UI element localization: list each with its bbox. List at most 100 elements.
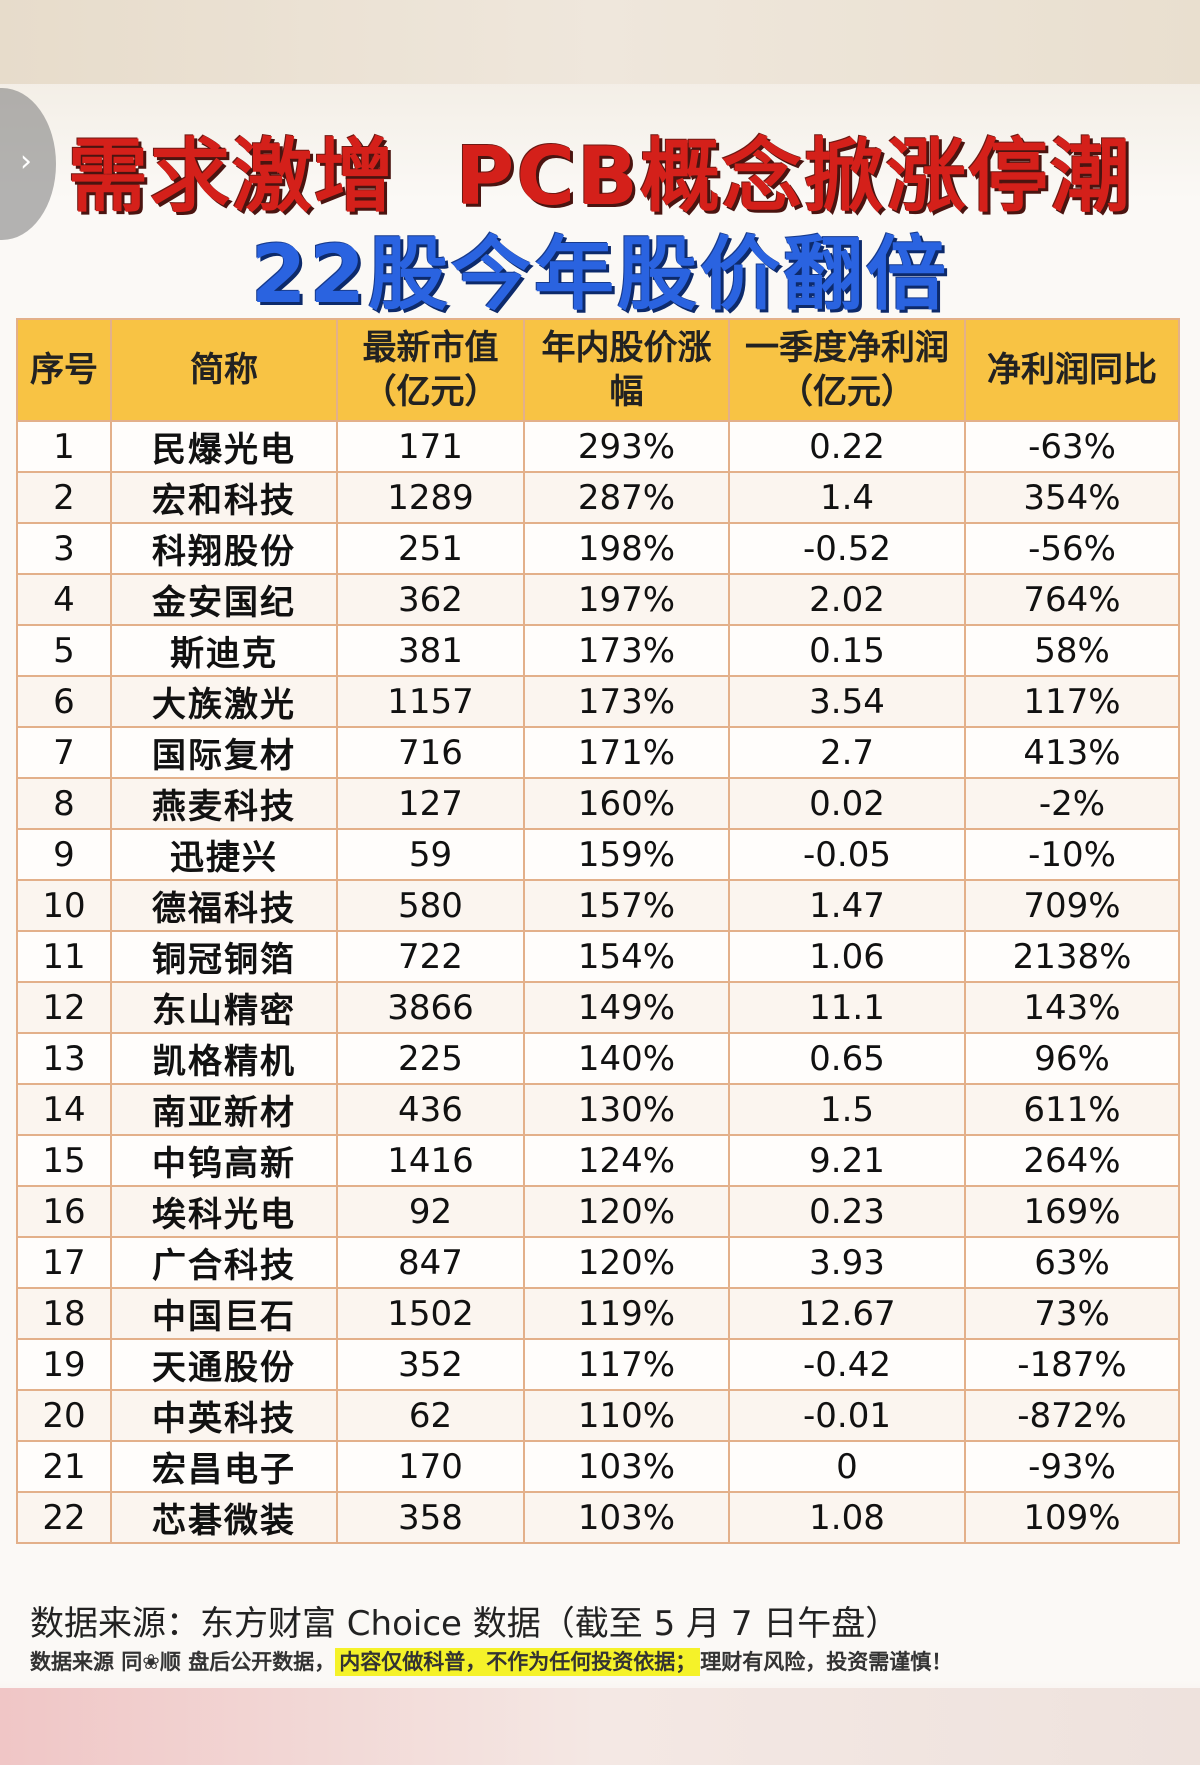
- chevron-right-icon[interactable]: ›: [20, 144, 32, 179]
- cell-q1-profit: -0.42: [728, 1338, 966, 1391]
- cell-q1-profit: -0.01: [728, 1389, 966, 1442]
- cell-market-cap: 251: [336, 522, 525, 575]
- table-body: 1 民爆光电 171 293% 0.22 -63% 2 宏和科技 1289 287% 1.4 354%…: [16, 420, 1180, 1544]
- cell-profit-yoy: -872%: [964, 1389, 1180, 1442]
- header-market-cap: 最新市值 （亿元）: [336, 318, 525, 422]
- cell-ytd-change: 160%: [523, 777, 730, 830]
- cell-name: 德福科技: [110, 879, 338, 932]
- cell-q1-profit: 1.5: [728, 1083, 966, 1136]
- cell-ytd-change: 198%: [523, 522, 730, 575]
- header-q1-profit: 一季度净利润 （亿元）: [728, 318, 966, 422]
- cell-no: 13: [16, 1032, 112, 1085]
- cell-q1-profit: 0: [728, 1440, 966, 1493]
- cell-market-cap: 352: [336, 1338, 525, 1391]
- cell-q1-profit: 0.15: [728, 624, 966, 677]
- cell-market-cap: 381: [336, 624, 525, 677]
- table-row: 17 广合科技 847 120% 3.93 63%: [16, 1236, 1180, 1289]
- cell-profit-yoy: 143%: [964, 981, 1180, 1034]
- cell-profit-yoy: -2%: [964, 777, 1180, 830]
- cell-profit-yoy: 354%: [964, 471, 1180, 524]
- cell-no: 2: [16, 471, 112, 524]
- cell-ytd-change: 171%: [523, 726, 730, 779]
- cell-q1-profit: 2.7: [728, 726, 966, 779]
- table-row: 10 德福科技 580 157% 1.47 709%: [16, 879, 1180, 932]
- table-row: 22 芯碁微装 358 103% 1.08 109%: [16, 1491, 1180, 1544]
- cell-market-cap: 358: [336, 1491, 525, 1544]
- table-row: 1 民爆光电 171 293% 0.22 -63%: [16, 420, 1180, 473]
- cell-q1-profit: 0.23: [728, 1185, 966, 1238]
- cell-name: 中钨高新: [110, 1134, 338, 1187]
- cell-q1-profit: 11.1: [728, 981, 966, 1034]
- bottom-strip: [0, 1688, 1200, 1765]
- cell-market-cap: 171: [336, 420, 525, 473]
- cell-ytd-change: 173%: [523, 675, 730, 728]
- cell-q1-profit: 12.67: [728, 1287, 966, 1340]
- cell-ytd-change: 130%: [523, 1083, 730, 1136]
- cell-ytd-change: 140%: [523, 1032, 730, 1085]
- cell-name: 斯迪克: [110, 624, 338, 677]
- table-row: 19 天通股份 352 117% -0.42 -187%: [16, 1338, 1180, 1391]
- header-ytd-change: 年内股价涨幅: [523, 318, 730, 422]
- cell-ytd-change: 120%: [523, 1236, 730, 1289]
- cell-ytd-change: 149%: [523, 981, 730, 1034]
- cell-no: 15: [16, 1134, 112, 1187]
- cell-name: 铜冠铜箔: [110, 930, 338, 983]
- cell-no: 5: [16, 624, 112, 677]
- cell-profit-yoy: -10%: [964, 828, 1180, 881]
- cell-q1-profit: 1.4: [728, 471, 966, 524]
- cell-q1-profit: 3.93: [728, 1236, 966, 1289]
- cell-profit-yoy: 709%: [964, 879, 1180, 932]
- cell-name: 大族激光: [110, 675, 338, 728]
- cell-market-cap: 127: [336, 777, 525, 830]
- cell-ytd-change: 197%: [523, 573, 730, 626]
- cell-ytd-change: 154%: [523, 930, 730, 983]
- cell-profit-yoy: -56%: [964, 522, 1180, 575]
- cell-market-cap: 92: [336, 1185, 525, 1238]
- table-row: 7 国际复材 716 171% 2.7 413%: [16, 726, 1180, 779]
- cell-no: 16: [16, 1185, 112, 1238]
- header-name: 简称: [110, 318, 338, 422]
- cell-ytd-change: 103%: [523, 1440, 730, 1493]
- cell-market-cap: 580: [336, 879, 525, 932]
- cell-market-cap: 1157: [336, 675, 525, 728]
- cell-profit-yoy: 413%: [964, 726, 1180, 779]
- page-title: 需求激增 PCB概念掀涨停潮: [67, 130, 1133, 223]
- cell-ytd-change: 120%: [523, 1185, 730, 1238]
- cell-market-cap: 225: [336, 1032, 525, 1085]
- table-row: 14 南亚新材 436 130% 1.5 611%: [16, 1083, 1180, 1136]
- cell-no: 8: [16, 777, 112, 830]
- cell-market-cap: 3866: [336, 981, 525, 1034]
- cell-no: 11: [16, 930, 112, 983]
- cell-name: 燕麦科技: [110, 777, 338, 830]
- cell-name: 民爆光电: [110, 420, 338, 473]
- cell-name: 广合科技: [110, 1236, 338, 1289]
- cell-profit-yoy: 58%: [964, 624, 1180, 677]
- cell-no: 9: [16, 828, 112, 881]
- cell-profit-yoy: 117%: [964, 675, 1180, 728]
- cell-market-cap: 722: [336, 930, 525, 983]
- top-banner-strip: [0, 0, 1200, 84]
- cell-name: 迅捷兴: [110, 828, 338, 881]
- cell-profit-yoy: 264%: [964, 1134, 1180, 1187]
- cell-q1-profit: 0.02: [728, 777, 966, 830]
- cell-name: 南亚新材: [110, 1083, 338, 1136]
- cell-no: 1: [16, 420, 112, 473]
- table-row: 5 斯迪克 381 173% 0.15 58%: [16, 624, 1180, 677]
- table-row: 2 宏和科技 1289 287% 1.4 354%: [16, 471, 1180, 524]
- cell-profit-yoy: 2138%: [964, 930, 1180, 983]
- cell-profit-yoy: 764%: [964, 573, 1180, 626]
- disclaimer-highlight: 内容仅做科普，不作为任何投资依据；: [335, 1648, 701, 1676]
- cell-no: 6: [16, 675, 112, 728]
- table-header-row: 序号 简称 最新市值 （亿元） 年内股价涨幅 一季度净利润 （亿元） 净利润同比: [16, 318, 1180, 422]
- table-row: 3 科翔股份 251 198% -0.52 -56%: [16, 522, 1180, 575]
- table-row: 9 迅捷兴 59 159% -0.05 -10%: [16, 828, 1180, 881]
- cell-name: 宏和科技: [110, 471, 338, 524]
- cell-profit-yoy: 169%: [964, 1185, 1180, 1238]
- table-row: 11 铜冠铜箔 722 154% 1.06 2138%: [16, 930, 1180, 983]
- cell-name: 国际复材: [110, 726, 338, 779]
- cell-market-cap: 847: [336, 1236, 525, 1289]
- page-subtitle: 22股今年股价翻倍: [250, 228, 950, 321]
- cell-no: 20: [16, 1389, 112, 1442]
- cell-market-cap: 716: [336, 726, 525, 779]
- header-profit-yoy: 净利润同比: [964, 318, 1180, 422]
